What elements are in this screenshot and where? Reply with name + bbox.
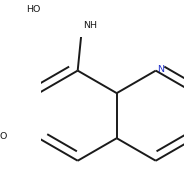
Text: N: N <box>157 65 164 74</box>
Text: HO: HO <box>27 5 41 14</box>
Text: NH: NH <box>84 21 98 30</box>
Text: O: O <box>0 132 7 141</box>
